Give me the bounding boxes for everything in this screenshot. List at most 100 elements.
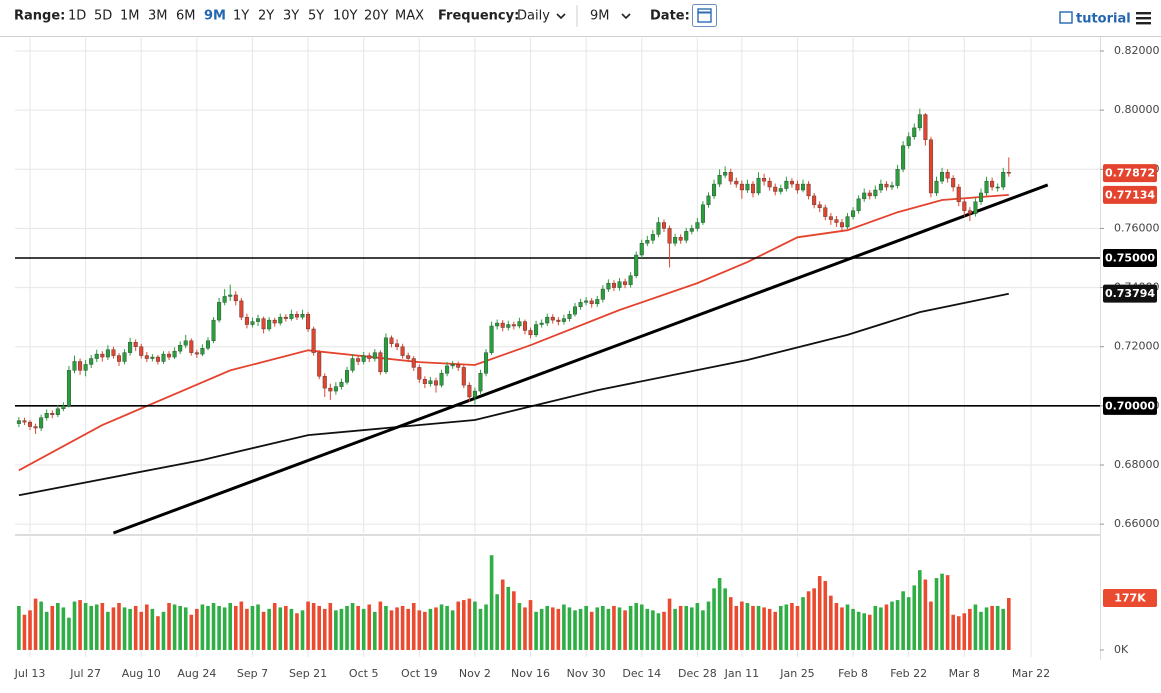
range-button[interactable]: 2Y [258,9,274,24]
volume-bar [384,605,388,650]
candle-body [172,350,177,358]
range-button[interactable]: MAX [395,9,424,24]
candle-body [472,390,477,398]
candle-body [728,172,733,182]
volume-bar [156,616,160,650]
candle-body [161,353,166,362]
volume-bar [523,607,527,650]
volume-bar [773,611,778,650]
candle-body [139,346,144,356]
volume-bar [728,597,733,650]
candle-body [89,358,94,365]
candle-body [28,421,33,427]
volume-bar [67,617,71,650]
candle-body [144,355,149,359]
candle-body [39,417,44,429]
candle-body [678,237,683,241]
volume-bar [450,610,455,650]
y-tick-label: 0K [1114,643,1129,656]
period-select[interactable]: 9M [590,9,610,24]
date-button[interactable] [692,4,717,27]
candle-body [322,376,327,389]
range-button[interactable]: 3Y [283,9,299,24]
candle-body [867,192,872,197]
candle-body [700,204,705,223]
candle-body [217,302,222,321]
range-button[interactable]: 5D [94,9,112,24]
frequency-select[interactable]: Daily [517,9,550,24]
range-button[interactable]: 1M [120,9,140,24]
volume-bar [956,616,961,650]
candle-body [773,186,778,192]
candle-body [606,282,611,290]
candle-body [178,345,183,352]
range-button[interactable]: 3M [148,9,168,24]
range-button[interactable]: 9M [204,9,226,24]
volume-bar [439,604,444,650]
tutorial-link[interactable]: tutorial [1059,11,1131,27]
volume-bar [634,603,638,650]
candle-body [94,353,99,359]
volume-bar [979,611,983,650]
candle-body [990,180,995,188]
tutorial-icon [1059,11,1073,24]
volume-panel [17,537,1032,657]
x-tick-label: Sep 21 [289,667,327,680]
candle-body [934,180,939,194]
range-button[interactable]: 1Y [233,9,249,24]
volume-bar [556,608,561,650]
candle-body [617,281,622,288]
volume-bar [22,614,27,650]
range-button[interactable]: 20Y [364,9,389,24]
price-tag-label: 0.73794 [1105,287,1155,300]
candle-body [750,183,755,194]
trendline [112,183,1049,535]
candle-body [956,186,961,203]
menu-button[interactable] [1136,12,1151,25]
candle-body [539,322,544,325]
range-button[interactable]: 6M [176,9,196,24]
candle-body [406,355,411,359]
candle-body [984,180,989,194]
range-button[interactable]: 1D [68,9,86,24]
volume-bar [690,607,694,650]
candle-body [878,183,883,191]
candle-body [55,408,60,415]
x-tick-label: Feb 8 [838,667,868,680]
candle-body [133,342,138,347]
volume-bar [784,604,789,650]
candle-body [511,324,516,327]
volume-bar [656,613,661,650]
volume-bar [623,610,627,650]
candle-body [361,355,366,362]
candle-body [695,222,700,229]
volume-bar [367,604,372,650]
volume-bar [317,605,322,650]
volume-bar [562,604,566,650]
volume-bar [584,605,588,650]
volume-bar [39,601,43,650]
candle-body [578,302,583,307]
volume-bar [389,610,394,650]
y-tick-label: 0.82000 [1114,44,1160,57]
volume-bar [962,613,967,650]
volume-bar [200,604,205,650]
candle-body [267,319,272,330]
volume-bar [406,608,410,650]
candle-body [44,413,49,418]
volume-bar [473,601,477,650]
volume-bar [72,601,77,650]
candle-body [417,367,422,380]
range-button[interactable]: 5Y [308,9,324,24]
candle-body [584,300,589,303]
y-tick-label: 0.66000 [1114,517,1160,530]
volume-bar [951,614,955,650]
range-button[interactable]: 10Y [333,9,358,24]
candle-body [350,358,355,371]
candle-body [128,342,133,353]
candle-body [828,216,833,220]
candle-body [945,172,950,179]
candle-body [550,316,555,321]
volume-bar [345,605,349,650]
volume-bar [311,603,316,650]
